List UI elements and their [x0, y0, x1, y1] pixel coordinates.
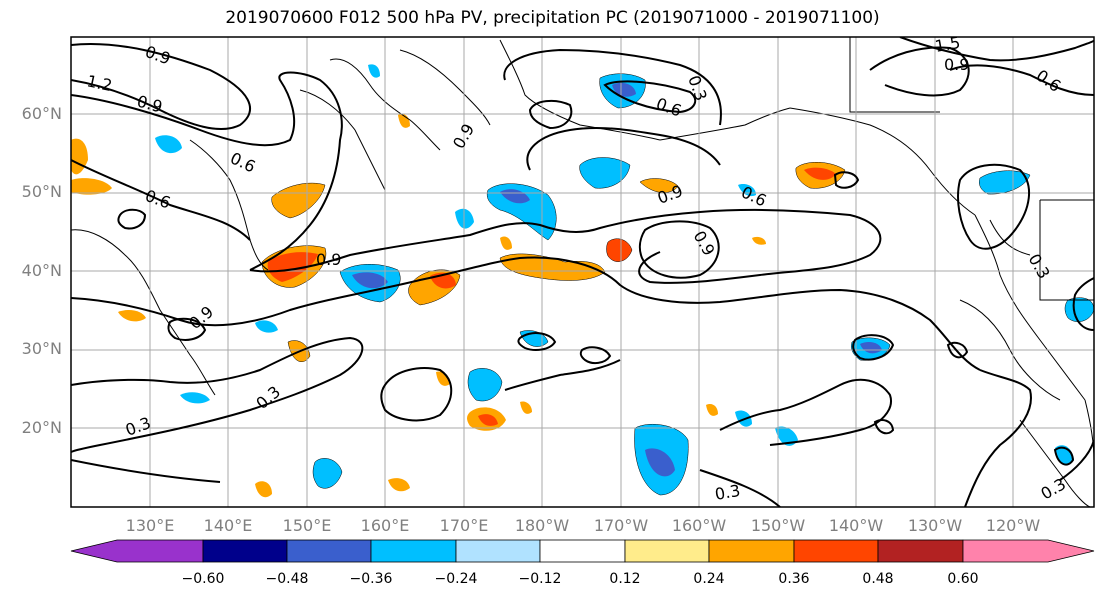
lon-label: 160°E: [360, 516, 410, 535]
pv-contours: [71, 37, 1094, 507]
plot-frame: [70, 36, 1095, 508]
contour-label: 0.9: [135, 92, 165, 117]
map-title: 2019070600 F012 500 hPa PV, precipitatio…: [225, 8, 880, 28]
lat-label: 50°N: [21, 182, 62, 201]
contour-label: 0.6: [1033, 66, 1065, 96]
lon-label: 140°E: [203, 516, 253, 535]
contour-label: 0.6: [143, 186, 173, 213]
lon-label: 170°W: [593, 516, 649, 535]
positive-precip-anomalies: [71, 114, 846, 498]
contour-label: 0.9: [316, 250, 341, 269]
contour-label: 0.9: [944, 55, 969, 74]
contour-label: 0.6: [654, 94, 684, 121]
colorbar-swatch: [70, 539, 204, 563]
lon-label: 160°W: [671, 516, 727, 535]
colorbar-swatch: [370, 539, 457, 563]
colorbar-tick-label: −0.12: [518, 571, 562, 587]
colorbar-tick-label: 0.60: [947, 571, 979, 587]
contour-label: 0.9: [143, 42, 173, 69]
contour-label: 0.6: [227, 148, 258, 176]
colorbar-tick-label: 0.12: [609, 571, 641, 587]
colorbar-swatch: [624, 539, 710, 563]
contour-label: 0.9: [185, 302, 217, 333]
colorbar-tick-label: 0.48: [862, 571, 894, 587]
lon-label: 130°E: [125, 516, 175, 535]
lat-label: 60°N: [21, 104, 62, 123]
colorbar-swatch: [455, 539, 541, 563]
lon-label: 120°W: [985, 516, 1041, 535]
contour-label: 1.2: [85, 71, 114, 95]
graticule: [71, 37, 1094, 507]
lon-label: 150°E: [282, 516, 332, 535]
colorbar-swatch: [202, 539, 288, 563]
colorbar-tick-label: −0.24: [434, 571, 478, 587]
colorbar-tick-label: −0.60: [181, 571, 225, 587]
lon-label: 180°W: [514, 516, 570, 535]
colorbar: [70, 539, 1095, 563]
lon-label: 150°W: [750, 516, 806, 535]
colorbar-swatch: [539, 539, 626, 563]
colorbar-swatch: [286, 539, 372, 563]
colorbar-swatch: [962, 539, 1095, 563]
contour-label: 0.3: [684, 73, 711, 103]
colorbar-tick-label: 0.36: [778, 571, 810, 587]
colorbar-tick-label: 0.24: [693, 571, 725, 587]
contour-label: 0.3: [713, 481, 741, 504]
colorbar-swatch: [793, 539, 879, 563]
colorbar-swatch: [877, 539, 964, 563]
lon-label: 130°W: [907, 516, 963, 535]
contour-label: 0.9: [449, 120, 478, 152]
lat-label: 30°N: [21, 339, 62, 358]
lon-label: 170°E: [439, 516, 489, 535]
colorbar-swatch: [708, 539, 795, 563]
colorbar-tick-label: −0.36: [349, 571, 393, 587]
lat-label: 20°N: [21, 418, 62, 437]
lat-label: 40°N: [21, 261, 62, 280]
lon-label: 140°W: [828, 516, 884, 535]
contour-label: 1.5: [933, 33, 961, 56]
colorbar-tick-label: −0.48: [265, 571, 309, 587]
